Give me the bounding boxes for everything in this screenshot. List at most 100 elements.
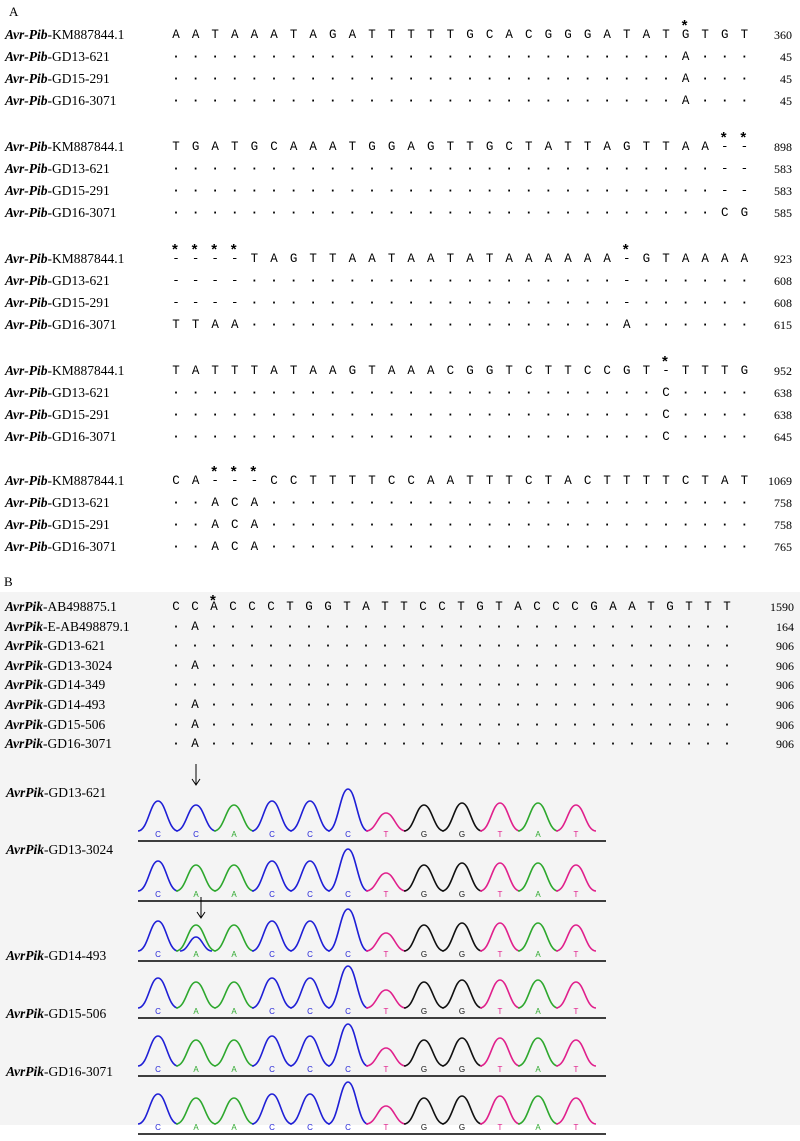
residue: · [623,540,631,554]
residue: · [381,698,389,712]
sequence-position: 758 [774,518,792,532]
residue: T [701,28,709,42]
residue: A [505,252,513,266]
residue: · [505,206,513,220]
residue: · [289,206,298,220]
residue: - [740,184,749,198]
residue: A [603,252,611,266]
residue: C [662,386,670,400]
residue: · [250,296,259,310]
residue: T [723,600,731,614]
residue: T [681,364,690,378]
alignment-row: AvrPik-GD14-493 · A · · · · · · · · · · · · · · · · · · · · · · ·… [0,696,800,714]
residue: - [172,296,180,310]
residue: · [231,94,239,108]
trace-peak [137,977,179,1009]
base-call: G [421,1123,427,1132]
residue: · [525,408,533,422]
residue: C [438,600,446,614]
base-call: C [269,890,275,899]
residue: T [642,140,651,154]
residue: · [191,540,200,554]
residue: A [329,364,337,378]
residue: · [210,678,218,693]
residue: C [407,474,415,488]
residue: A [250,540,259,554]
residue: · [362,658,370,673]
sequence-position: 906 [776,737,794,752]
trace-peak [251,920,293,952]
sequence-name: Avr-Pib-KM887844.1 [5,138,124,156]
residue: · [270,518,278,532]
residue: · [647,678,655,693]
base-call: A [231,890,237,899]
sequence-name-suffix: -GD15-291 [47,517,110,532]
trace-peak [327,965,369,1009]
residue: · [286,678,294,693]
residue: · [172,717,180,732]
residue: - [172,274,180,288]
residue: - [740,140,749,154]
residue: T [685,600,693,614]
residue: A [681,50,690,64]
alignment-row: Avr-Pib-GD15-291 · · · · · · · · · · · · · · · · · · · · · · · ·… [0,70,800,88]
residue: · [740,430,749,444]
residue: · [329,540,337,554]
residue: · [438,717,446,732]
residue: · [387,184,396,198]
residue: · [211,162,219,176]
residue: A [211,518,219,532]
residue: · [229,619,237,634]
residue: · [250,386,259,400]
base-call: T [384,950,389,959]
base-call: A [231,1007,237,1016]
base-call: C [269,1065,275,1074]
residue: · [172,94,180,108]
residue: · [642,72,651,86]
residue: · [343,619,351,634]
residue: · [590,678,598,693]
residue: A [309,28,317,42]
base-call: T [498,1007,503,1016]
residue: · [191,518,200,532]
residue: A [681,72,690,86]
residue: · [419,737,427,752]
residue: · [704,698,712,712]
residue: · [368,518,376,532]
residue: C [446,364,455,378]
residue: · [211,184,219,198]
base-call: T [384,830,389,839]
residue: · [400,639,408,654]
variant-asterisk: * [662,353,668,370]
residue: · [485,50,494,64]
residue: · [662,72,670,86]
residue: · [289,72,298,86]
residue: · [348,184,357,198]
residue: T [662,28,670,42]
residue: · [485,318,494,332]
residue: · [642,318,651,332]
residue: G [681,28,690,42]
residue: · [476,658,484,673]
residue: · [721,274,729,288]
residue: · [446,540,455,554]
residue: · [476,639,484,654]
residue: · [362,619,370,634]
trace-peak [479,802,521,832]
residue: C [552,600,560,614]
residue: · [476,619,484,634]
residue: · [642,496,651,510]
residue: · [348,408,357,422]
residue: · [270,94,278,108]
residue: · [419,639,427,654]
residue: · [485,540,494,554]
residue: · [476,698,484,712]
residue: · [368,318,376,332]
residue: · [191,496,200,510]
residue: · [289,386,298,400]
sequence-name-suffix: -GD16-3071 [47,429,117,444]
trace-peak [441,1095,483,1125]
residue: · [457,737,465,752]
